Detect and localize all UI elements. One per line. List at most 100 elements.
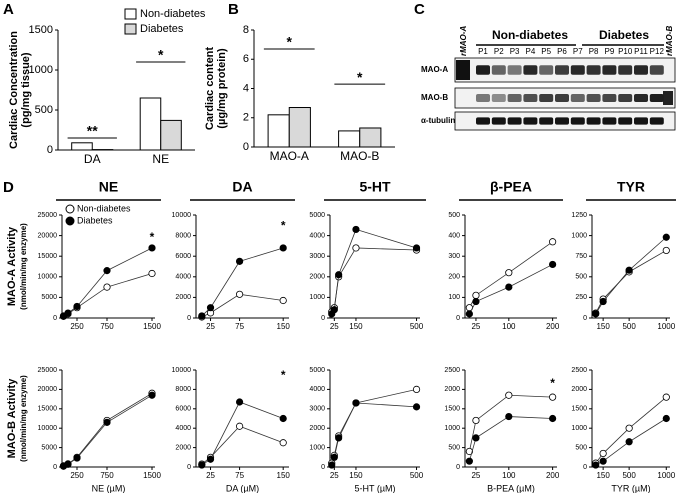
column-title: DA xyxy=(232,179,252,195)
data-point xyxy=(279,244,287,252)
data-point xyxy=(412,244,421,252)
y-tick-label: 1250 xyxy=(571,212,587,219)
y-tick-label: 2000 xyxy=(309,425,325,432)
y-tick-label: 0 xyxy=(187,464,191,471)
x-tick-label: DA xyxy=(84,152,101,166)
lane-label: P8 xyxy=(589,47,599,56)
y-tick-label: 4000 xyxy=(175,425,191,432)
column-title: NE xyxy=(99,179,118,195)
x-tick-label: 150 xyxy=(277,471,291,480)
y-tick-label: 6 xyxy=(243,53,249,65)
x-tick-label: 150 xyxy=(349,322,363,331)
blot-band xyxy=(523,65,538,75)
x-axis-label: 5-HT (µM) xyxy=(354,483,395,493)
y-tick-label: 500 xyxy=(575,274,587,281)
x-tick-label: 75 xyxy=(235,471,244,480)
y-tick-label: 10000 xyxy=(38,274,58,281)
y-tick-label: 1000 xyxy=(444,425,460,432)
blot-band xyxy=(555,65,569,75)
blot-row-label: MAO-B xyxy=(421,93,448,102)
x-tick-label: 25 xyxy=(330,471,339,480)
data-point xyxy=(592,461,600,469)
data-point xyxy=(235,398,244,406)
y-tick-label: 0 xyxy=(456,315,460,322)
lane-label: P6 xyxy=(557,47,567,56)
blot-band xyxy=(618,94,633,102)
blot-band xyxy=(586,117,601,125)
y-tick-label: 200 xyxy=(448,274,460,281)
y-tick-label: 20000 xyxy=(38,386,58,393)
y-tick-label: 300 xyxy=(448,253,460,260)
y-tick-label: 2000 xyxy=(175,294,191,301)
blot-band xyxy=(555,117,569,125)
y-tick-label: 5000 xyxy=(41,444,57,451)
data-point xyxy=(103,267,111,275)
blot-band xyxy=(570,117,585,125)
blot-band xyxy=(491,94,506,102)
blot-band xyxy=(570,65,585,75)
blot-band xyxy=(618,65,633,75)
x-axis-label: B-PEA (µM) xyxy=(487,483,535,493)
x-axis-label: TYR (µM) xyxy=(611,483,650,493)
y-tick-label: 0 xyxy=(583,464,587,471)
x-tick-label: 500 xyxy=(622,322,636,331)
legend-label: Diabetes xyxy=(140,23,184,35)
y-tick-label: 8000 xyxy=(175,232,191,239)
data-point xyxy=(465,447,473,456)
lane-label: rMAO-B xyxy=(665,26,674,56)
data-point xyxy=(64,309,72,317)
x-tick-label: 25 xyxy=(471,471,480,480)
y-tick-label: 1000 xyxy=(571,425,587,432)
data-point xyxy=(198,461,206,469)
y-tick-label: 10000 xyxy=(172,212,192,219)
group-label: Diabetes xyxy=(599,28,649,42)
blot-row-label: α-tubulin xyxy=(421,116,455,125)
data-point xyxy=(505,391,513,399)
y-tick-label: 400 xyxy=(448,232,460,239)
x-tick-label: 75 xyxy=(235,322,244,331)
lane-label: P1 xyxy=(478,47,488,56)
bar xyxy=(267,114,290,148)
significance-mark: * xyxy=(158,47,164,63)
data-point xyxy=(352,244,360,252)
blot-band xyxy=(634,94,648,102)
bar xyxy=(139,97,162,151)
data-point xyxy=(103,283,111,291)
data-point xyxy=(549,260,557,269)
y-tick-label: 0 xyxy=(456,464,460,471)
x-tick-label: 25 xyxy=(206,471,215,480)
data-point xyxy=(148,269,156,278)
y-tick-label: 1000 xyxy=(29,64,53,76)
blot-band xyxy=(507,65,522,75)
lane-label: P10 xyxy=(618,47,633,56)
x-tick-label: 750 xyxy=(100,322,114,331)
blot-band xyxy=(586,94,601,102)
blot-band xyxy=(570,94,585,102)
data-point xyxy=(412,385,421,393)
blot-band xyxy=(649,94,664,102)
x-tick-label: MAO-A xyxy=(270,149,309,163)
y-tick-label: 1500 xyxy=(29,24,53,36)
data-point xyxy=(505,269,513,277)
legend-marker xyxy=(65,204,75,214)
blot-band xyxy=(602,117,617,125)
data-point xyxy=(328,461,336,469)
x-tick-label: 200 xyxy=(546,471,560,480)
lane-label: rMAO-A xyxy=(459,26,468,56)
y-tick-label: 0 xyxy=(243,141,249,153)
series-line xyxy=(201,401,284,466)
y-tick-label: 1000 xyxy=(571,232,587,239)
bar xyxy=(160,119,182,151)
panel-label: A xyxy=(3,1,14,18)
series-line xyxy=(331,247,417,313)
blot-band xyxy=(491,65,506,75)
series-line xyxy=(468,394,553,452)
series-line xyxy=(595,418,667,466)
y-axis-label: MAO-B Activity xyxy=(6,378,18,459)
panel-label: B xyxy=(228,1,239,18)
x-tick-label: 100 xyxy=(502,471,516,480)
lane-label: P4 xyxy=(526,47,536,56)
y-axis-units: (µg/mg protein) xyxy=(216,48,228,129)
y-tick-label: 2000 xyxy=(571,386,587,393)
